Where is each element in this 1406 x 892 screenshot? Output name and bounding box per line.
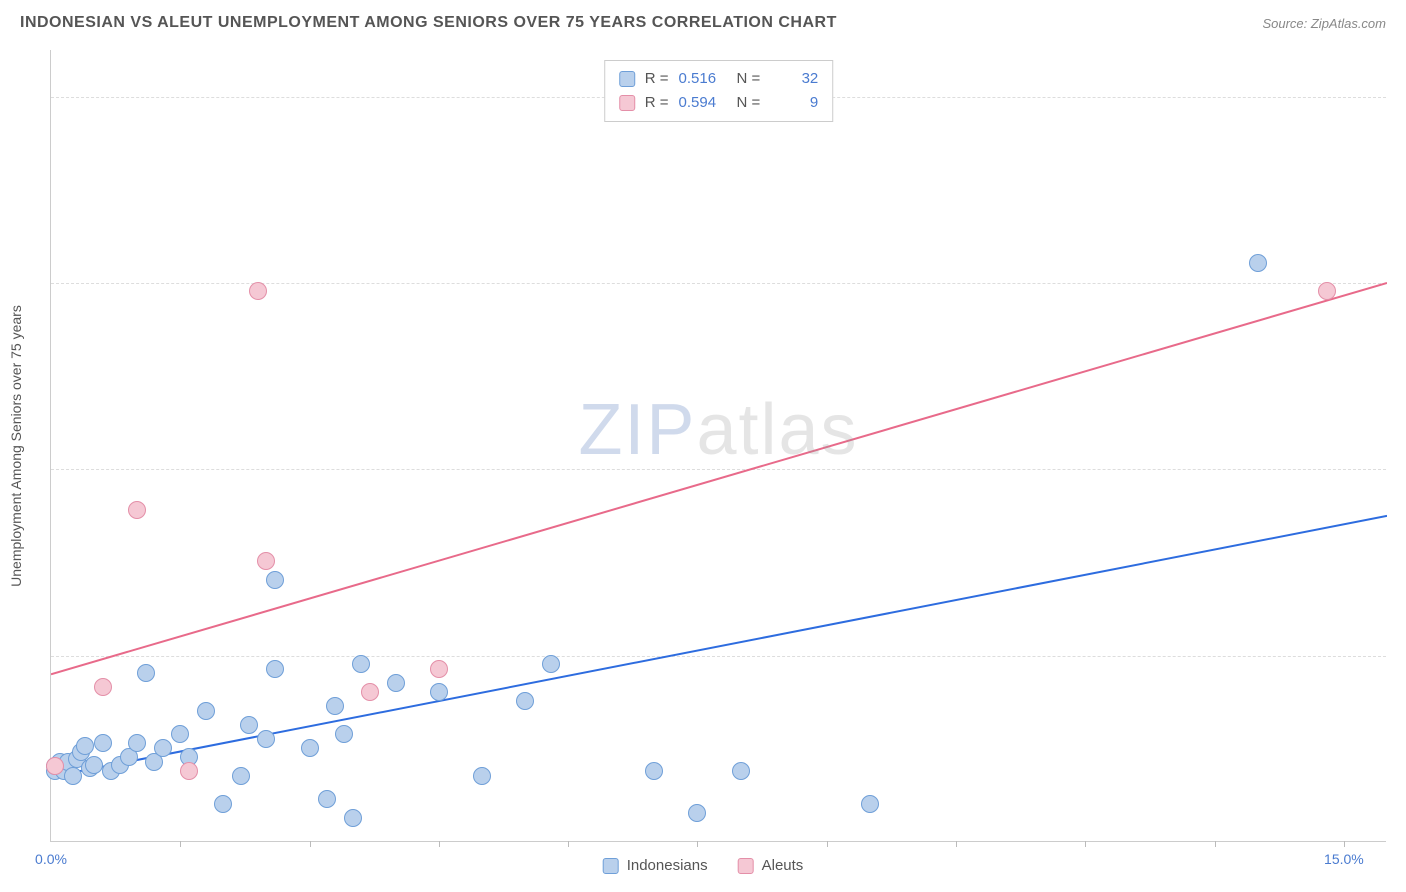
- scatter-point-indonesians: [430, 683, 448, 701]
- stats-r-label: R =: [645, 67, 669, 91]
- scatter-point-indonesians: [64, 767, 82, 785]
- legend-item: Indonesians: [603, 857, 708, 874]
- stats-r-value: 0.516: [679, 67, 727, 91]
- y-tick-label: 60.0%: [1391, 275, 1406, 291]
- stats-swatch-icon: [619, 71, 635, 87]
- scatter-point-aleuts: [1318, 282, 1336, 300]
- stats-r-value: 0.594: [679, 91, 727, 115]
- scatter-point-indonesians: [387, 674, 405, 692]
- legend-label: Aleuts: [762, 857, 804, 874]
- stats-n-label: N =: [737, 67, 761, 91]
- scatter-point-indonesians: [266, 571, 284, 589]
- scatter-point-indonesians: [335, 725, 353, 743]
- stats-swatch-icon: [619, 95, 635, 111]
- y-axis-label: Unemployment Among Seniors over 75 years: [8, 305, 24, 587]
- scatter-point-indonesians: [257, 730, 275, 748]
- stats-n-label: N =: [737, 91, 761, 115]
- scatter-point-indonesians: [301, 739, 319, 757]
- scatter-point-indonesians: [240, 716, 258, 734]
- legend-swatch-icon: [738, 858, 754, 874]
- scatter-point-aleuts: [180, 762, 198, 780]
- scatter-point-indonesians: [128, 734, 146, 752]
- scatter-point-indonesians: [85, 756, 103, 774]
- stats-box: R = 0.516 N = 32 R = 0.594 N = 9: [604, 60, 834, 122]
- legend-swatch-icon: [603, 858, 619, 874]
- scatter-point-indonesians: [171, 725, 189, 743]
- chart-title: INDONESIAN VS ALEUT UNEMPLOYMENT AMONG S…: [20, 14, 837, 32]
- y-tick-label: 40.0%: [1391, 461, 1406, 477]
- source-prefix: Source:: [1262, 16, 1310, 31]
- scatter-point-indonesians: [154, 739, 172, 757]
- scatter-point-indonesians: [214, 795, 232, 813]
- regression-line-aleuts: [51, 283, 1387, 674]
- scatter-point-aleuts: [361, 683, 379, 701]
- scatter-point-indonesians: [732, 762, 750, 780]
- regression-line-indonesians: [51, 516, 1387, 777]
- scatter-point-aleuts: [94, 678, 112, 696]
- stats-n-value: 32: [770, 67, 818, 91]
- scatter-point-indonesians: [473, 767, 491, 785]
- scatter-point-aleuts: [249, 282, 267, 300]
- y-tick-label: 80.0%: [1391, 89, 1406, 105]
- scatter-point-aleuts: [257, 552, 275, 570]
- chart-header: INDONESIAN VS ALEUT UNEMPLOYMENT AMONG S…: [0, 0, 1406, 40]
- scatter-point-indonesians: [76, 737, 94, 755]
- source-attribution: Source: ZipAtlas.com: [1262, 16, 1386, 31]
- scatter-point-aleuts: [430, 660, 448, 678]
- scatter-point-aleuts: [128, 501, 146, 519]
- scatter-point-indonesians: [542, 655, 560, 673]
- scatter-point-indonesians: [137, 664, 155, 682]
- stats-row: R = 0.516 N = 32: [619, 67, 819, 91]
- scatter-point-indonesians: [266, 660, 284, 678]
- chart-plot-area: 20.0%40.0%60.0%80.0%0.0%15.0% R =0.516N …: [50, 50, 1386, 842]
- y-tick-label: 20.0%: [1391, 648, 1406, 664]
- scatter-point-indonesians: [344, 809, 362, 827]
- stats-r-label: R =: [645, 91, 669, 115]
- source-name: ZipAtlas.com: [1311, 16, 1386, 31]
- scatter-point-indonesians: [861, 795, 879, 813]
- scatter-point-indonesians: [318, 790, 336, 808]
- bottom-legend: Indonesians Aleuts: [603, 857, 804, 874]
- scatter-point-aleuts: [46, 757, 64, 775]
- scatter-point-indonesians: [197, 702, 215, 720]
- legend-label: Indonesians: [627, 857, 708, 874]
- stats-n-value: 9: [770, 91, 818, 115]
- scatter-point-indonesians: [94, 734, 112, 752]
- scatter-point-indonesians: [645, 762, 663, 780]
- scatter-point-indonesians: [688, 804, 706, 822]
- scatter-point-indonesians: [352, 655, 370, 673]
- legend-item: Aleuts: [738, 857, 804, 874]
- scatter-point-indonesians: [232, 767, 250, 785]
- scatter-point-indonesians: [516, 692, 534, 710]
- x-tick-label-right: 15.0%: [1324, 851, 1364, 867]
- scatter-point-indonesians: [326, 697, 344, 715]
- stats-row: R = 0.594 N = 9: [619, 91, 819, 115]
- x-tick-label-left: 0.0%: [35, 851, 67, 867]
- scatter-point-indonesians: [1249, 254, 1267, 272]
